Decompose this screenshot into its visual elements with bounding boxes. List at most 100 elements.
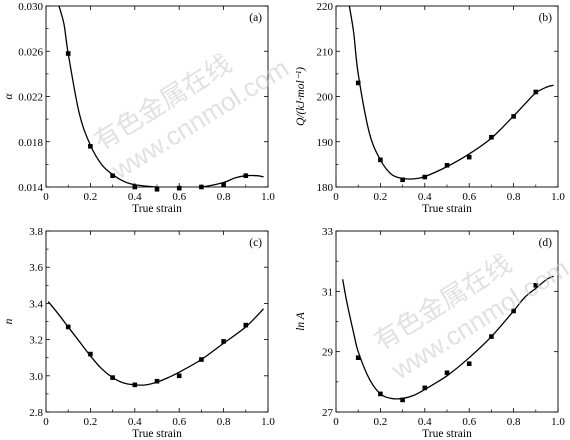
data-point bbox=[355, 80, 361, 86]
x-tick-label: 0.8 bbox=[217, 416, 231, 428]
chart-panel: 0 0.2 0.4 0.6 0.8 1.0 27 29 31 33 True strain ln A (… bbox=[295, 226, 565, 440]
x-tick-label: 0.6 bbox=[462, 191, 476, 203]
data-point bbox=[444, 162, 450, 168]
data-point bbox=[378, 157, 383, 163]
x-axis-title: True strain bbox=[132, 203, 182, 215]
panel-label: (d) bbox=[539, 237, 553, 249]
y-tick-label: 31 bbox=[322, 286, 333, 298]
x-tick-label: 0.4 bbox=[128, 416, 142, 428]
y-tick-label: 3.4 bbox=[29, 298, 43, 310]
data-point bbox=[65, 51, 71, 56]
plot-frame bbox=[335, 5, 559, 188]
data-point bbox=[243, 173, 249, 178]
x-tick-label: 0.2 bbox=[374, 191, 388, 203]
data-point bbox=[221, 182, 226, 188]
y-tick-label: 3.6 bbox=[29, 262, 43, 274]
y-tick-label: 29 bbox=[322, 347, 334, 359]
data-point bbox=[154, 378, 160, 384]
data-point bbox=[65, 324, 71, 330]
data-point bbox=[466, 154, 472, 160]
x-axis-title: True strain bbox=[132, 428, 182, 440]
watermark-left: 有色金属在线 www.cnnmol.com bbox=[88, 48, 293, 185]
x-tick-label: 0.4 bbox=[418, 191, 432, 203]
data-point bbox=[533, 89, 539, 95]
fit-curve bbox=[348, 6, 554, 180]
y-axis-title: α bbox=[3, 93, 15, 100]
data-point bbox=[533, 283, 539, 288]
x-tick-label: 1.0 bbox=[261, 416, 275, 428]
y-tick-label: 210 bbox=[317, 46, 334, 58]
y-axis-title: ln A bbox=[295, 311, 307, 331]
x-tick-label: 0.6 bbox=[172, 191, 186, 203]
x-axis-title: True strain bbox=[422, 428, 472, 440]
y-tick-label: 27 bbox=[322, 407, 334, 419]
data-point bbox=[489, 134, 494, 140]
chart-panel: 0 0.2 0.4 0.6 0.8 1.0 180 190 200 210 220 True stra… bbox=[295, 1, 565, 215]
y-tick-label: 3.8 bbox=[29, 226, 43, 238]
x-tick-label: 0.8 bbox=[507, 191, 521, 203]
x-axis-title: True strain bbox=[422, 203, 472, 215]
data-point bbox=[199, 184, 204, 190]
chart-panel: 0 0.2 0.4 0.6 0.8 1.0 2.8 3.0 3.2 3.4 3.6 3.8 True s… bbox=[3, 226, 275, 440]
data-point bbox=[88, 143, 93, 149]
data-point bbox=[154, 186, 160, 192]
x-tick-label: 1.0 bbox=[261, 191, 275, 203]
y-tick-label: 3.2 bbox=[29, 335, 43, 347]
y-tick-label: 0.022 bbox=[18, 92, 43, 104]
y-tick-label: 2.8 bbox=[29, 407, 43, 419]
data-point bbox=[400, 177, 405, 183]
y-tick-label: 0.014 bbox=[18, 182, 43, 194]
y-tick-label: 0.026 bbox=[18, 46, 43, 58]
data-point bbox=[110, 375, 115, 380]
data-point bbox=[199, 357, 204, 362]
fit-curve bbox=[47, 301, 265, 386]
data-point bbox=[221, 339, 226, 344]
chart-panel: 0 0.2 0.4 0.6 0.8 1.0 0.014 0.018 0.022 0.026 0.03… bbox=[3, 1, 275, 215]
x-tick-label: 0.8 bbox=[217, 191, 231, 203]
y-tick-label: 33 bbox=[322, 226, 334, 238]
data-point bbox=[88, 351, 93, 357]
data-point bbox=[132, 184, 138, 190]
x-tick-label: 0.2 bbox=[84, 191, 98, 203]
y-axis-title: n bbox=[3, 318, 15, 324]
y-tick-label: 0.018 bbox=[18, 137, 43, 149]
data-point bbox=[466, 361, 472, 367]
data-point bbox=[444, 370, 450, 376]
plot-frame bbox=[45, 230, 269, 413]
data-point bbox=[511, 114, 516, 119]
x-tick-label: 0 bbox=[333, 416, 339, 428]
x-tick-label: 0.4 bbox=[418, 416, 432, 428]
x-tick-label: 0.6 bbox=[462, 416, 476, 428]
data-point bbox=[355, 355, 361, 360]
x-tick-label: 0.2 bbox=[374, 416, 388, 428]
y-tick-label: 3.0 bbox=[29, 371, 43, 383]
panel-label: (c) bbox=[249, 237, 262, 249]
panel-label: (a) bbox=[249, 12, 262, 24]
data-point bbox=[489, 334, 494, 339]
y-tick-label: 200 bbox=[317, 92, 334, 104]
fit-curve bbox=[342, 275, 554, 400]
data-point bbox=[422, 385, 428, 391]
data-point bbox=[400, 397, 405, 403]
x-tick-label: 1.0 bbox=[551, 416, 565, 428]
data-point bbox=[132, 382, 138, 388]
x-tick-label: 0.8 bbox=[507, 416, 521, 428]
data-point bbox=[110, 173, 115, 178]
data-point bbox=[511, 308, 516, 314]
y-tick-label: 220 bbox=[317, 1, 334, 13]
x-tick-label: 0.6 bbox=[172, 416, 186, 428]
x-tick-label: 0 bbox=[333, 191, 339, 203]
x-tick-label: 0 bbox=[43, 416, 49, 428]
y-tick-label: 0.030 bbox=[18, 1, 43, 13]
y-tick-label: 180 bbox=[317, 182, 334, 194]
y-tick-label: 190 bbox=[317, 137, 334, 149]
data-point bbox=[243, 322, 249, 328]
data-point bbox=[176, 373, 182, 379]
data-point bbox=[422, 174, 428, 180]
x-tick-label: 0.2 bbox=[84, 416, 98, 428]
x-tick-label: 0.4 bbox=[128, 191, 142, 203]
data-point bbox=[176, 185, 182, 191]
x-tick-label: 1.0 bbox=[551, 191, 565, 203]
panel-label: (b) bbox=[539, 12, 553, 24]
